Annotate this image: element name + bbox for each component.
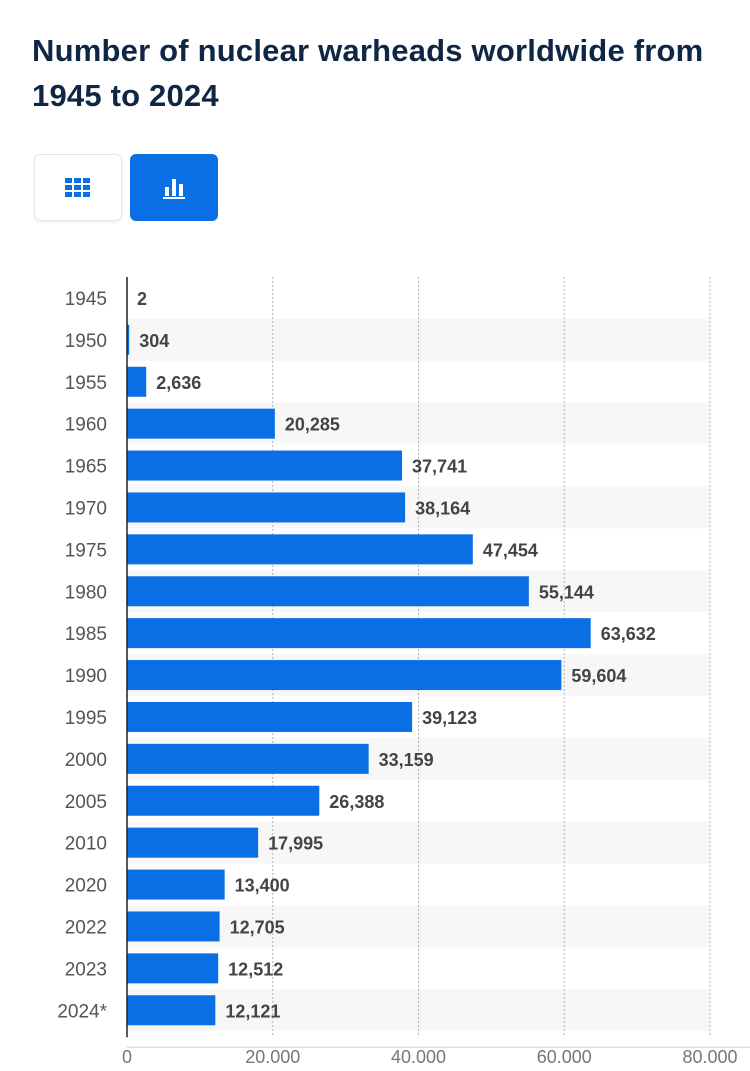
category-label: 2000 (65, 750, 107, 771)
category-label: 1975 (65, 540, 107, 561)
chart-area: 1945 2 1950 304 1955 2,636 1960 20,285 1965 37,74… (0, 260, 750, 1066)
value-label: 26,388 (329, 792, 384, 812)
bar (127, 995, 215, 1025)
value-label: 20,285 (285, 415, 340, 435)
bar (127, 744, 369, 774)
value-label: 59,604 (571, 666, 626, 686)
x-tick-label: 80.000 (682, 1047, 737, 1066)
value-label: 38,164 (415, 498, 470, 518)
bar (127, 576, 529, 606)
category-label: 1970 (65, 498, 107, 519)
bar (127, 534, 473, 564)
value-label: 17,995 (268, 834, 323, 854)
bar-chart-icon (162, 176, 186, 200)
grid-table-icon (65, 178, 91, 198)
bar (127, 492, 405, 522)
category-label: 1945 (65, 289, 107, 310)
bar (127, 953, 218, 983)
value-label: 304 (139, 331, 169, 351)
value-label: 12,705 (230, 917, 285, 937)
category-label: 2010 (65, 834, 107, 855)
x-tick-label: 60.000 (537, 1047, 592, 1066)
value-label: 63,632 (601, 624, 656, 644)
bar (127, 409, 275, 439)
value-label: 55,144 (539, 582, 594, 602)
category-label: 2024* (57, 1001, 107, 1022)
category-label: 2023 (65, 959, 107, 980)
category-label: 1955 (65, 373, 107, 394)
value-label: 2 (137, 289, 147, 309)
bar-chart: 1945 2 1950 304 1955 2,636 1960 20,285 1965 37,74… (0, 260, 750, 1066)
category-label: 2022 (65, 917, 107, 938)
value-label: 37,741 (412, 457, 467, 477)
value-label: 12,512 (228, 959, 283, 979)
category-label: 1995 (65, 708, 107, 729)
value-label: 47,454 (483, 540, 538, 560)
bar (127, 870, 225, 900)
x-tick-label: 20.000 (245, 1047, 300, 1066)
bar (127, 702, 412, 732)
category-label: 1980 (65, 582, 107, 603)
value-label: 33,159 (379, 750, 434, 770)
value-label: 12,121 (225, 1001, 280, 1021)
table-view-button[interactable] (34, 154, 122, 221)
bar (127, 828, 258, 858)
category-label: 1990 (65, 666, 107, 687)
bar (127, 367, 146, 397)
value-label: 39,123 (422, 708, 477, 728)
category-label: 1950 (65, 331, 107, 352)
bar (127, 618, 591, 648)
x-tick-label: 0 (122, 1047, 132, 1066)
category-label: 2005 (65, 792, 107, 813)
category-label: 1960 (65, 415, 107, 436)
category-label: 1965 (65, 457, 107, 478)
x-tick-label: 40.000 (391, 1047, 446, 1066)
category-label: 2020 (65, 876, 107, 897)
category-label: 1985 (65, 624, 107, 645)
value-label: 13,400 (235, 876, 290, 896)
chart-title: Number of nuclear warheads worldwide fro… (32, 28, 732, 118)
value-label: 2,636 (156, 373, 201, 393)
chart-view-button[interactable] (130, 154, 218, 221)
bar (127, 451, 402, 481)
bar (127, 660, 561, 690)
bar (127, 911, 220, 941)
bar (127, 786, 319, 816)
